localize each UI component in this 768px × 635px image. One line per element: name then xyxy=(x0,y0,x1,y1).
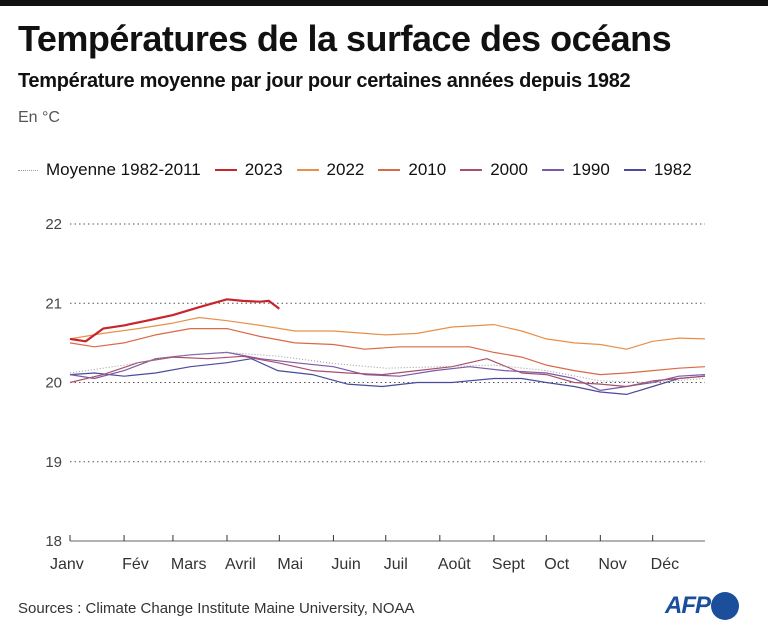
x-tick-label: Sept xyxy=(492,556,525,573)
legend-item: 2000 xyxy=(460,160,528,180)
series-line-2010 xyxy=(69,328,706,376)
x-tick-label: Nov xyxy=(598,556,626,573)
x-tick-label: Juil xyxy=(384,556,408,573)
legend-swatch xyxy=(542,169,565,171)
series-line-2023 xyxy=(69,298,280,343)
x-tick-label: Janv xyxy=(50,556,84,573)
legend-item: Moyenne 1982-2011 xyxy=(18,160,201,180)
x-tick-label: Fév xyxy=(122,556,149,573)
legend-label: 1990 xyxy=(572,160,610,179)
y-tick-label: 18 xyxy=(45,533,62,550)
x-tick-label: Mai xyxy=(277,556,303,573)
x-tick-label: Mars xyxy=(171,556,207,573)
logo-text: AFP xyxy=(665,592,711,619)
legend-item: 1982 xyxy=(623,160,692,180)
afp-logo: AFP xyxy=(665,592,739,620)
legend-item: 1990 xyxy=(542,160,610,180)
line-chart: 18 19 20 21 22 Janv Fév Mars Avril Mai Juin Juil Aoû… xyxy=(45,216,706,573)
series-line-1990 xyxy=(69,351,706,391)
legend-label: Moyenne 1982-2011 xyxy=(46,160,201,179)
legend-swatch xyxy=(296,169,319,171)
legend-swatch xyxy=(460,169,483,171)
series-line-1982 xyxy=(69,358,706,395)
legend-label: 1982 xyxy=(653,160,692,179)
x-tick-label: Oct xyxy=(544,556,569,573)
series-line-2000 xyxy=(69,355,706,388)
legend-swatch xyxy=(623,169,646,171)
y-tick-label: 20 xyxy=(45,375,62,392)
legend-label: 2022 xyxy=(326,160,365,179)
legend-label: 2000 xyxy=(490,160,529,179)
y-tick-label: 22 xyxy=(45,216,62,233)
legend-swatch xyxy=(18,169,38,171)
x-tick-label: Août xyxy=(438,556,471,573)
x-tick-label: Déc xyxy=(651,556,679,573)
series-line-2022 xyxy=(69,316,706,350)
legend-label: 2023 xyxy=(244,160,283,179)
legend-swatch xyxy=(214,169,237,171)
chart-title: Températures de la surface des océans xyxy=(18,18,672,59)
legend-item: 2023 xyxy=(214,160,283,180)
sources-text: Sources : Climate Change Institute Maine… xyxy=(18,600,415,617)
legend-item: 2022 xyxy=(296,160,365,180)
series-line-moyenne-1982-2011 xyxy=(69,351,706,383)
chart-subtitle: Température moyenne par jour pour certai… xyxy=(18,70,631,92)
y-tick-label: 21 xyxy=(45,295,62,312)
x-tick-label: Juin xyxy=(331,556,360,573)
x-tick-label: Avril xyxy=(225,556,256,573)
legend-swatch xyxy=(378,169,401,171)
logo-dot-icon xyxy=(711,592,739,620)
unit-label: En °C xyxy=(18,109,60,126)
top-bar xyxy=(0,0,768,6)
legend-label: 2010 xyxy=(408,160,447,179)
legend-item: 2010 xyxy=(378,160,446,180)
y-tick-label: 19 xyxy=(45,454,62,471)
legend: Moyenne 1982-2011 2023 2022 2010 2000 1990 198… xyxy=(18,160,706,180)
